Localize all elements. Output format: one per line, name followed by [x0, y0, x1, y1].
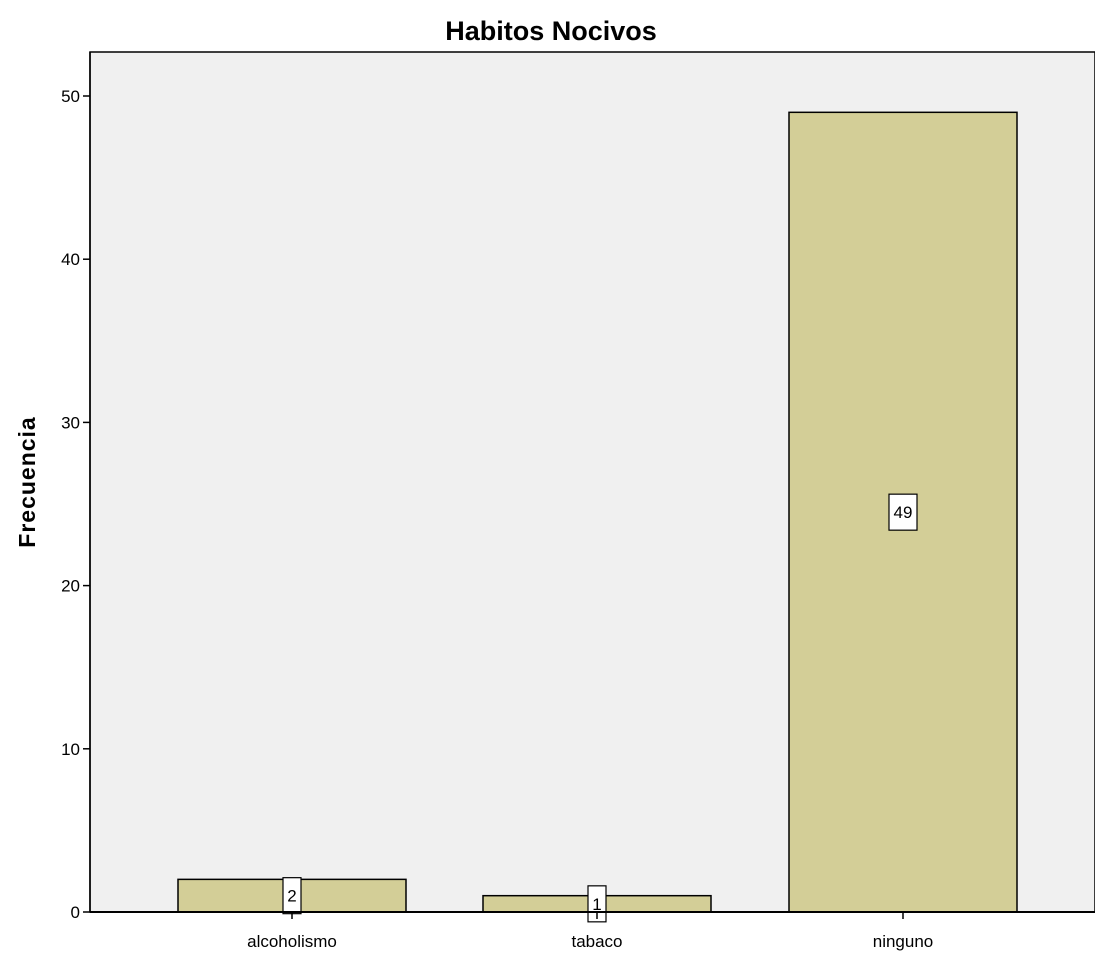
- x-tick-label-alcoholismo: alcoholismo: [247, 932, 337, 951]
- chart-title: Habitos Nocivos: [445, 16, 657, 46]
- y-tick-label: 20: [61, 577, 80, 596]
- y-tick-label: 10: [61, 740, 80, 759]
- y-tick-label: 50: [61, 87, 80, 106]
- x-axis: alcoholismo tabaco ninguno: [90, 911, 1095, 951]
- y-axis-label: Frecuencia: [14, 416, 40, 547]
- y-axis: 0 10 20 30 40 50: [61, 52, 91, 922]
- data-label-box-ninguno: [888, 493, 918, 531]
- y-tick-label: 40: [61, 250, 80, 269]
- y-tick-label: 30: [61, 413, 80, 432]
- x-tick-label-ninguno: ninguno: [873, 932, 934, 951]
- y-tick-label: 0: [71, 903, 80, 922]
- x-tick-label-tabaco: tabaco: [571, 932, 622, 951]
- data-label-ninguno: 49: [894, 503, 913, 522]
- bars-group: 2 1 49: [177, 111, 1018, 923]
- data-label-alcoholismo: 2: [287, 887, 296, 906]
- data-label-tabaco: 1: [592, 895, 601, 914]
